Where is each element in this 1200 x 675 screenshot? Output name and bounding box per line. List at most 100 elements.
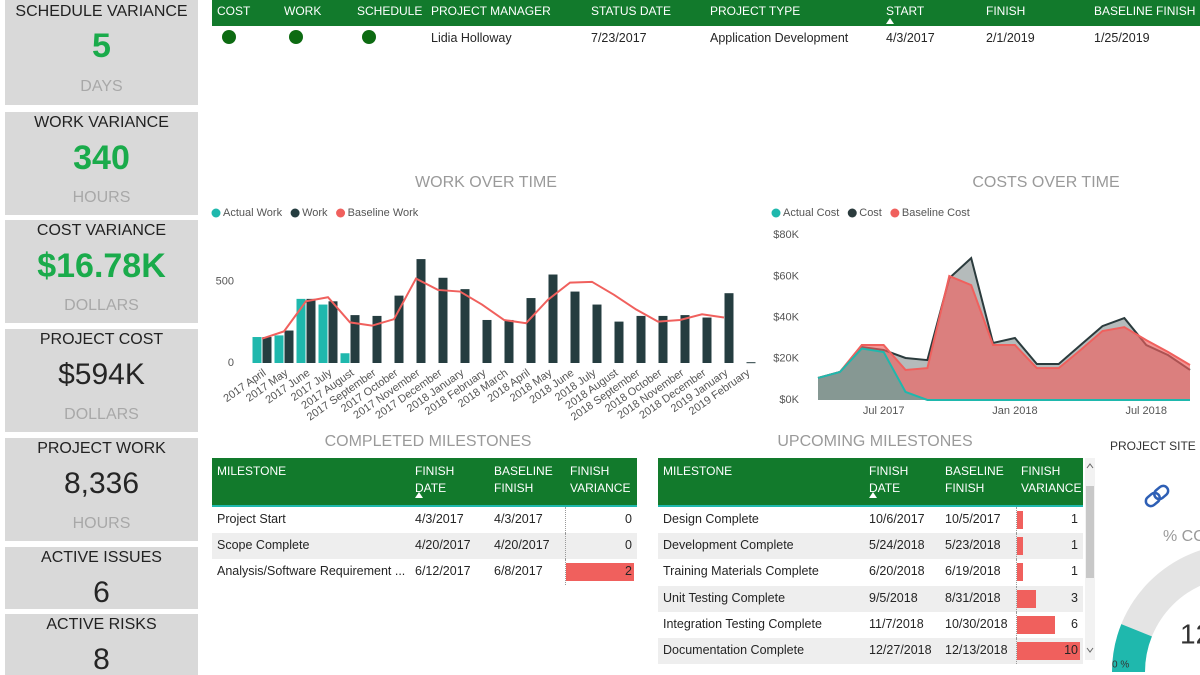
section-title: PROJECT SITE [1110,439,1196,453]
cell: 12/27/2018 [869,643,932,657]
bar [505,320,514,363]
column-header: FINISH VARIANCE [570,463,632,497]
kpi-title: SCHEDULE VARIANCE [5,2,198,22]
cell: Unit Testing Complete [663,591,785,605]
cell: Development Complete [663,538,794,552]
kpi-title: ACTIVE RISKS [5,615,198,635]
x-tick-label: Jul 2017 [863,405,905,417]
bar [341,353,350,363]
cell: 6/19/2018 [945,564,1001,578]
bar [275,335,284,363]
legend-label: Actual Work [223,207,283,219]
column-header: COST [217,4,250,18]
cell: 11/7/2018 [869,617,924,631]
column-header: PROJECT TYPE [710,4,800,18]
column-header: BASELINE FINISH [945,463,1007,497]
cell: 10/5/2017 [945,512,1001,526]
column-header: FINISH DATE [869,463,931,497]
legend-marker [848,209,857,218]
cell: 6/20/2018 [869,564,925,578]
cell: 0 [565,538,632,552]
y-tick-label: $40K [773,312,799,324]
bar [571,292,580,363]
cell: 6 [1016,617,1078,631]
cell: Project Start [217,512,286,526]
column-header: FINISH [986,4,1025,18]
kpi-card: SCHEDULE VARIANCE5DAYS [5,0,198,105]
gauge-title: % CO [1163,528,1200,545]
kpi-unit: HOURS [5,188,198,208]
cell: 10 [1016,643,1078,657]
kpi-title: ACTIVE ISSUES [5,548,198,568]
column-header: WORK [284,4,321,18]
chart-title: COSTS OVER TIME [972,174,1119,191]
legend-label: Actual Cost [783,207,839,219]
sort-indicator [886,18,894,24]
cell: 5/23/2018 [945,538,1001,552]
kpi-card: ACTIVE RISKS8 [5,614,198,675]
kpi-value: $16.78K [5,246,198,286]
bar [461,289,470,363]
kpi-value: 340 [5,138,198,178]
link-icon[interactable] [1144,484,1170,508]
kpi-unit: DOLLARS [5,405,198,425]
gauge-value: 12 [1180,618,1200,649]
cell: 1 [1016,538,1078,552]
y-tick-label: $80K [773,229,799,241]
table-title: UPCOMING MILESTONES [777,433,972,450]
column-header: BASELINE FINISH [494,463,556,497]
bar [747,362,756,363]
status-indicator [222,30,236,44]
kpi-unit: DAYS [5,77,198,97]
sort-indicator [869,492,877,498]
kpi-title: PROJECT WORK [5,439,198,459]
sort-indicator [415,492,423,498]
bar [549,275,558,363]
scrollbar-thumb[interactable] [1086,486,1094,578]
bar [593,305,602,363]
bar [681,315,690,363]
legend-label: Baseline Work [348,207,419,219]
legend-label: Baseline Cost [902,207,970,219]
status-indicator [289,30,303,44]
y-tick-label: 500 [216,276,234,288]
y-tick-label: $60K [773,270,799,282]
chart-title: WORK OVER TIME [415,174,557,191]
legend-marker [772,209,781,218]
column-header: FINISH DATE [415,463,477,497]
kpi-title: PROJECT COST [5,330,198,350]
cell: 12/13/2018 [945,643,1008,657]
bar [285,331,294,363]
bar [659,316,668,363]
bar [417,259,426,363]
column-header: MILESTONE [217,463,367,480]
kpi-value: $594K [5,355,198,395]
cell: 9/5/2018 [869,591,918,605]
cell: 2 [565,564,632,578]
kpi-value: 8,336 [5,464,198,504]
legend-label: Cost [859,207,882,219]
legend-marker [291,209,300,218]
cell: 0 [565,512,632,526]
cell: Scope Complete [217,538,309,552]
cell: Design Complete [663,512,759,526]
column-header: MILESTONE [663,463,813,480]
cell: Training Materials Complete [663,564,819,578]
legend-marker [336,209,345,218]
column-header: SCHEDULE [357,4,422,18]
kpi-unit: DOLLARS [5,296,198,316]
cell: Documentation Complete [663,643,804,657]
cell: 1/25/2019 [1094,31,1150,45]
cell: 1 [1016,564,1078,578]
bar [527,298,536,363]
cell: 8/31/2018 [945,591,1001,605]
bar [483,320,492,363]
kpi-title: WORK VARIANCE [5,113,198,133]
cell: 5/24/2018 [869,538,925,552]
kpi-card: WORK VARIANCE 340 HOURS [5,112,198,215]
y-tick-label: $0K [779,394,799,406]
column-header: PROJECT MANAGER [431,4,551,18]
cell: 4/3/2017 [886,31,935,45]
bar [725,293,734,363]
